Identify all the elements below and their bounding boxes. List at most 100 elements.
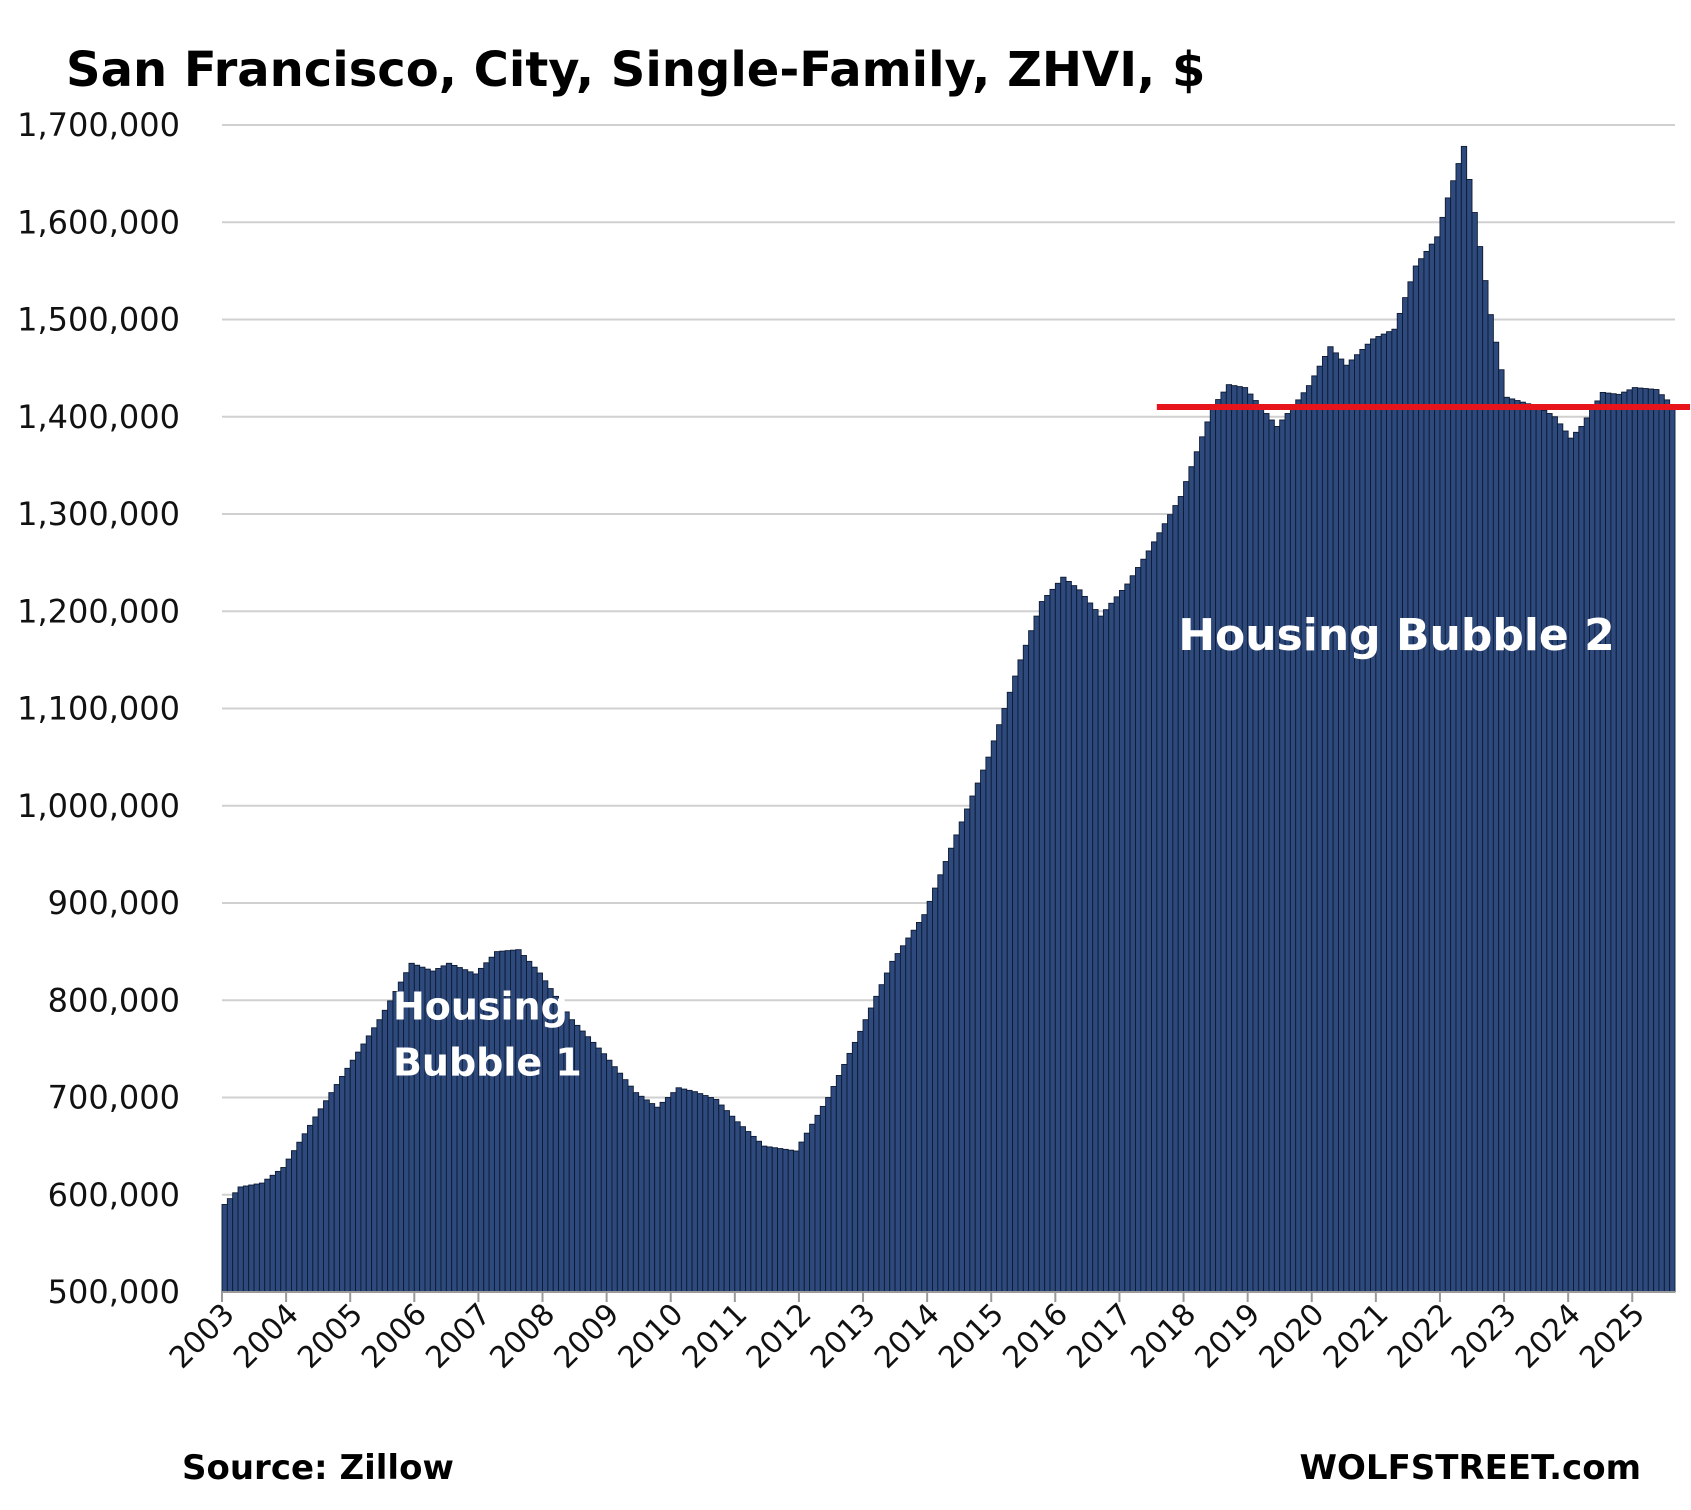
bar (1124, 583, 1131, 1293)
bar (1402, 297, 1409, 1293)
bar (686, 1089, 693, 1293)
bar (1295, 399, 1302, 1293)
bar (280, 1167, 287, 1293)
bar (691, 1091, 698, 1293)
bar (1658, 394, 1665, 1293)
bar (1370, 338, 1377, 1293)
bar (1001, 708, 1008, 1293)
bar (745, 1131, 752, 1293)
bar (782, 1148, 789, 1293)
bar (1503, 396, 1510, 1293)
y-tick-label: 1,400,000 (17, 398, 180, 436)
bar (1284, 413, 1291, 1293)
bar (1252, 400, 1259, 1293)
bar (1642, 388, 1649, 1293)
bar (1589, 409, 1596, 1293)
source-label: Source: Zillow (182, 1448, 454, 1488)
bar (1610, 393, 1617, 1293)
bar (889, 960, 896, 1293)
bar (381, 1009, 389, 1293)
bar (1428, 243, 1436, 1293)
bar (1621, 391, 1628, 1293)
bar (862, 1019, 869, 1293)
bar (1444, 197, 1452, 1293)
bar (739, 1126, 746, 1293)
x-tick-label: 2018 (1124, 1297, 1203, 1376)
bar (1129, 575, 1136, 1293)
bar (1140, 558, 1147, 1293)
bar (1578, 426, 1585, 1293)
bar (1054, 582, 1062, 1293)
bar (1225, 384, 1233, 1293)
bar (1049, 588, 1056, 1293)
y-tick-label: 700,000 (48, 1079, 180, 1117)
x-tick-label: 2014 (868, 1297, 947, 1376)
bar (253, 1183, 260, 1293)
bar (1364, 343, 1371, 1293)
bar (323, 1100, 330, 1293)
y-tick-label: 1,700,000 (17, 106, 180, 144)
bar (1492, 341, 1500, 1293)
bar (985, 756, 992, 1293)
bar (349, 1059, 356, 1293)
bar (1546, 413, 1553, 1293)
bar (659, 1101, 666, 1293)
bar (627, 1085, 634, 1293)
bar (328, 1092, 335, 1293)
x-tick-label: 2021 (1317, 1297, 1396, 1376)
bar (1081, 595, 1088, 1293)
bar (1311, 375, 1318, 1293)
bar (1631, 387, 1639, 1293)
bar (285, 1158, 292, 1293)
bar (611, 1066, 618, 1293)
bar (632, 1092, 640, 1293)
bar (547, 988, 554, 1293)
bar (841, 1063, 848, 1293)
bar (750, 1135, 757, 1293)
bar (835, 1075, 843, 1293)
bar (595, 1047, 602, 1293)
bar (1498, 369, 1505, 1293)
bar (680, 1088, 688, 1293)
bar (1161, 523, 1168, 1293)
annotation-text: Bubble 1 (393, 1041, 582, 1085)
bar (1573, 431, 1580, 1293)
bar (1332, 352, 1339, 1293)
bar (1327, 346, 1334, 1293)
x-tick-label: 2010 (612, 1297, 691, 1376)
bar (1386, 331, 1393, 1293)
bar (846, 1052, 853, 1293)
bar (1455, 163, 1462, 1293)
bar (1343, 364, 1350, 1293)
bar (1476, 246, 1484, 1293)
bar (648, 1103, 656, 1293)
bar (798, 1141, 805, 1293)
bar (1354, 354, 1361, 1293)
x-tick-label: 2020 (1253, 1297, 1332, 1376)
annotation-text: Housing (393, 985, 568, 1029)
bar (355, 1051, 362, 1293)
bar (1594, 400, 1601, 1293)
bar (1038, 601, 1046, 1293)
bar (974, 782, 982, 1293)
bar (937, 874, 944, 1293)
bar (307, 1124, 314, 1293)
bar (867, 1007, 875, 1293)
bar (707, 1097, 714, 1293)
bar (654, 1106, 661, 1293)
bar (312, 1116, 319, 1293)
bar (584, 1036, 592, 1293)
chart-title: San Francisco, City, Single-Family, ZHVI… (66, 42, 1205, 98)
bar (360, 1043, 367, 1293)
y-tick-label: 500,000 (48, 1273, 180, 1311)
bar (616, 1072, 624, 1293)
bar (339, 1075, 346, 1293)
bar (296, 1141, 303, 1293)
bar (958, 821, 965, 1293)
bar (1562, 430, 1569, 1293)
bar (1583, 417, 1590, 1293)
bar (1273, 426, 1281, 1293)
bar (1209, 406, 1217, 1293)
bar (1268, 419, 1275, 1293)
